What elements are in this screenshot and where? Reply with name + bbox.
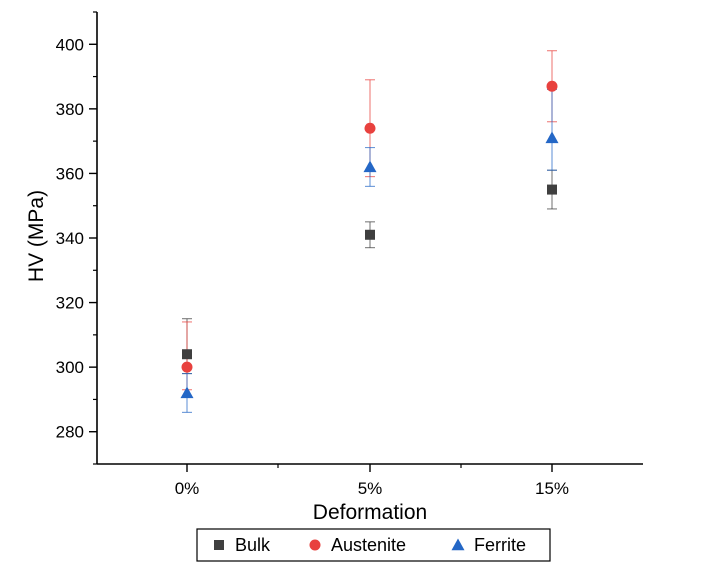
x-axis-title: Deformation <box>313 501 427 524</box>
ferrite-point <box>545 131 559 144</box>
legend-ferrite-marker <box>451 538 465 551</box>
y-tick-label: 280 <box>56 423 84 442</box>
legend-bulk-marker <box>214 540 224 550</box>
bulk-point <box>182 349 192 360</box>
bulk-point <box>547 184 557 195</box>
legend-bulk-label: Bulk <box>235 535 271 555</box>
austenite-point <box>181 361 193 373</box>
x-tick-label: 5% <box>358 479 383 498</box>
y-tick-label: 320 <box>56 294 84 313</box>
y-tick-label: 340 <box>56 229 84 248</box>
plot-marks <box>180 50 559 413</box>
y-axis-title: HV (MPa) <box>25 190 48 282</box>
ferrite-point <box>363 160 377 173</box>
ferrite-point <box>180 386 194 399</box>
x-tick-label: 15% <box>535 479 569 498</box>
austenite-point <box>546 80 558 92</box>
y-tick-label: 380 <box>56 100 84 119</box>
x-tick-label: 0% <box>175 479 200 498</box>
legend-austenite-marker <box>309 539 321 551</box>
y-tick-label: 400 <box>56 35 84 54</box>
axes: 280 300 320 340 360 380 400 0% 5% 15% <box>56 11 643 498</box>
legend: Bulk Austenite Ferrite <box>196 528 551 562</box>
legend-austenite-label: Austenite <box>331 535 406 555</box>
y-tick-label: 300 <box>56 358 84 377</box>
bulk-point <box>365 229 375 240</box>
y-tick-label: 360 <box>56 164 84 183</box>
legend-box <box>196 528 551 562</box>
legend-ferrite-label: Ferrite <box>474 535 526 555</box>
austenite-point <box>364 122 376 134</box>
